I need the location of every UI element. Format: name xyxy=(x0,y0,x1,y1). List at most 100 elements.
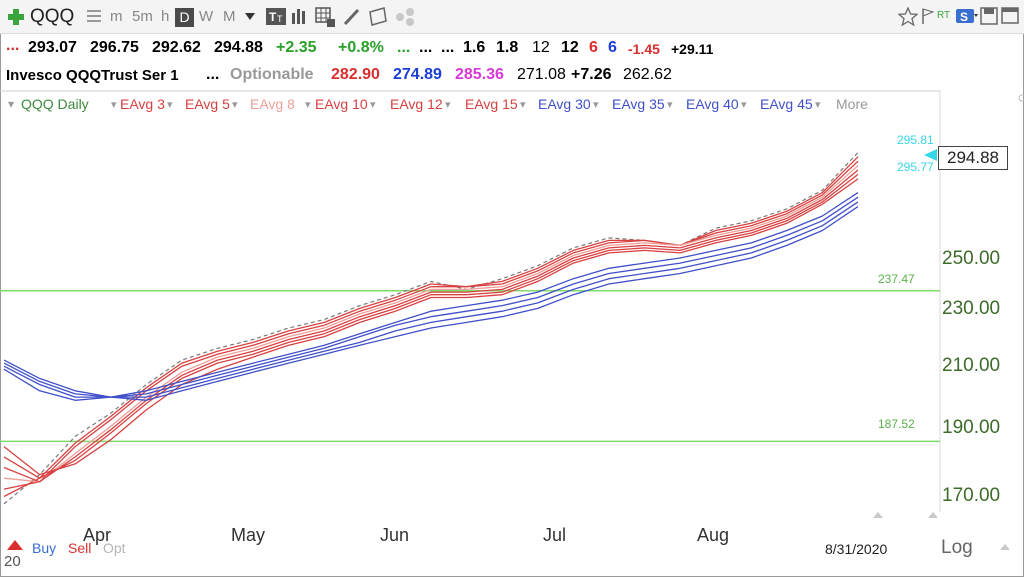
interval-1m[interactable]: m xyxy=(110,8,123,25)
legend-chevron-icon[interactable]: ▾ xyxy=(815,99,821,111)
add-indicator-icon[interactable] xyxy=(315,7,335,27)
month-label: Jul xyxy=(543,525,567,545)
series-line-eavg-40[interactable] xyxy=(3,201,859,398)
legend-chevron-icon[interactable]: ▾ xyxy=(520,99,526,111)
hline-lower-label: 187.52 xyxy=(878,417,915,431)
price-axis-label: 210.00 xyxy=(942,355,1001,376)
chart-toolbar: QQQ m 5m h D W M T T xyxy=(0,0,1024,34)
scroll-up-icon[interactable] xyxy=(873,511,883,519)
series-line-eavg-3[interactable] xyxy=(3,156,859,498)
scroll-up-icon[interactable] xyxy=(928,511,938,519)
series-line-eavg-10[interactable] xyxy=(3,169,859,483)
price-axis-label: 250.00 xyxy=(942,248,1001,269)
month-label: Aug xyxy=(697,525,730,545)
info-dots: ... xyxy=(206,66,220,83)
legend-chevron-icon[interactable]: ▾ xyxy=(167,99,173,111)
chevron-down-icon[interactable] xyxy=(244,12,256,22)
info-change: +7.26 xyxy=(571,66,612,83)
log-scale-toggle[interactable]: Log xyxy=(941,537,973,558)
info-price-2: 274.89 xyxy=(393,66,442,83)
legend-chevron-icon[interactable]: ▾ xyxy=(667,99,673,111)
alert-flag-icon[interactable] xyxy=(921,7,935,25)
legend-more[interactable]: More xyxy=(836,96,868,112)
svg-text:T: T xyxy=(277,14,283,24)
security-name: Invesco QQQTrust Ser 1 xyxy=(6,67,179,84)
price-axis-label: 230.00 xyxy=(942,298,1001,319)
text-tool-icon[interactable]: T T xyxy=(266,7,286,26)
legend-item-eavg-10[interactable]: EAvg 10 xyxy=(315,96,368,112)
info-price-3: 285.36 xyxy=(455,66,504,83)
series-line-eavg-12[interactable] xyxy=(3,173,859,479)
save-icon[interactable] xyxy=(980,7,998,25)
series-line-eavg-5[interactable] xyxy=(3,160,859,490)
quote-value-2: 1.8 xyxy=(496,39,519,56)
legend-item-eavg-3[interactable]: EAvg 3 xyxy=(120,96,165,112)
quote-value-5: 6 xyxy=(589,39,598,56)
legend-item-eavg-15[interactable]: EAvg 15 xyxy=(465,96,518,112)
symbol-input[interactable]: QQQ xyxy=(30,6,75,27)
buy-button[interactable]: Buy xyxy=(32,540,57,556)
series-line-eavg-8[interactable] xyxy=(3,165,859,483)
legend-chevron-icon[interactable]: ▾ xyxy=(111,99,117,111)
cursor-date-label: 8/31/2020 xyxy=(825,541,888,557)
panel-handle-icon[interactable] xyxy=(1016,94,1024,102)
quote-prefix: ... xyxy=(6,37,20,54)
draw-pencil-icon[interactable] xyxy=(342,7,362,27)
info-price-4: 271.08 xyxy=(517,66,566,83)
legend-item-eavg-40[interactable]: EAvg 40 xyxy=(686,96,739,112)
legend-chevron-icon[interactable]: ▾ xyxy=(305,99,311,111)
share-link-icon[interactable]: S xyxy=(956,7,978,25)
list-icon[interactable] xyxy=(86,7,102,25)
interval-5m[interactable]: 5m xyxy=(132,8,153,25)
series-line-eavg-15[interactable] xyxy=(3,178,859,476)
month-label: Jun xyxy=(380,525,410,545)
bar-chart-icon[interactable] xyxy=(291,7,309,25)
legend-item-eavg-8[interactable]: EAvg 8 xyxy=(250,96,295,112)
legend-item-eavg-30[interactable]: EAvg 30 xyxy=(538,96,591,112)
sell-button[interactable]: Sell xyxy=(68,540,92,556)
month-label: Apr xyxy=(83,525,112,545)
series-line-eavg-45[interactable] xyxy=(3,206,859,401)
quote-change-pct: +0.8% xyxy=(338,39,384,56)
quote-value-3: 12 xyxy=(532,39,550,56)
legend-item-eavg-12[interactable]: EAvg 12 xyxy=(390,96,443,112)
quote-low: 292.62 xyxy=(152,39,201,56)
quote-high: 296.75 xyxy=(90,39,139,56)
legend-item-eavg-45[interactable]: EAvg 45 xyxy=(760,96,813,112)
interval-hour[interactable]: h xyxy=(161,8,170,25)
legend-chevron-icon[interactable]: ▾ xyxy=(741,99,747,111)
trade-icon[interactable] xyxy=(6,538,24,552)
series-line-eavg-35[interactable] xyxy=(3,196,859,398)
scroll-up-icon[interactable] xyxy=(1000,543,1010,551)
price-marker-lower: 295.77 xyxy=(897,160,934,174)
month-label: May xyxy=(231,525,266,545)
series-line-eavg-30[interactable] xyxy=(3,192,859,401)
note-icon[interactable] xyxy=(368,7,388,27)
interval-daily[interactable]: D xyxy=(175,8,194,27)
quote-value-1: 1.6 xyxy=(463,39,486,56)
add-icon[interactable] xyxy=(6,7,26,27)
info-price-1: 282.90 xyxy=(331,66,380,83)
svg-text:T: T xyxy=(269,10,277,24)
legend-chevron-icon[interactable]: ▾ xyxy=(445,99,451,111)
interval-monthly[interactable]: M xyxy=(223,8,236,25)
favorite-star-icon[interactable] xyxy=(898,7,918,27)
options-button[interactable]: Opt xyxy=(103,540,126,556)
hline-upper-label: 237.47 xyxy=(878,272,915,286)
window-icon[interactable] xyxy=(1001,7,1019,25)
info-price-6: 262.62 xyxy=(623,66,672,83)
legend-chevron-icon[interactable]: ▾ xyxy=(8,97,15,111)
legend-chevron-icon[interactable]: ▾ xyxy=(232,99,238,111)
legend-item-eavg-5[interactable]: EAvg 5 xyxy=(185,96,230,112)
interval-weekly[interactable]: W xyxy=(199,8,214,25)
price-marker-upper: 295.81 xyxy=(897,133,934,147)
legend-item-eavg-35[interactable]: EAvg 35 xyxy=(612,96,665,112)
legend-chevron-icon[interactable]: ▾ xyxy=(370,99,376,111)
series-line-qqq-daily[interactable] xyxy=(3,152,859,505)
legend-chevron-icon[interactable]: ▾ xyxy=(593,99,599,111)
price-axis-label: 190.00 xyxy=(942,417,1001,438)
quote-dots-2: ... xyxy=(419,39,433,56)
legend-symbol[interactable]: QQQ Daily xyxy=(21,96,89,112)
share-icon[interactable] xyxy=(395,7,415,27)
